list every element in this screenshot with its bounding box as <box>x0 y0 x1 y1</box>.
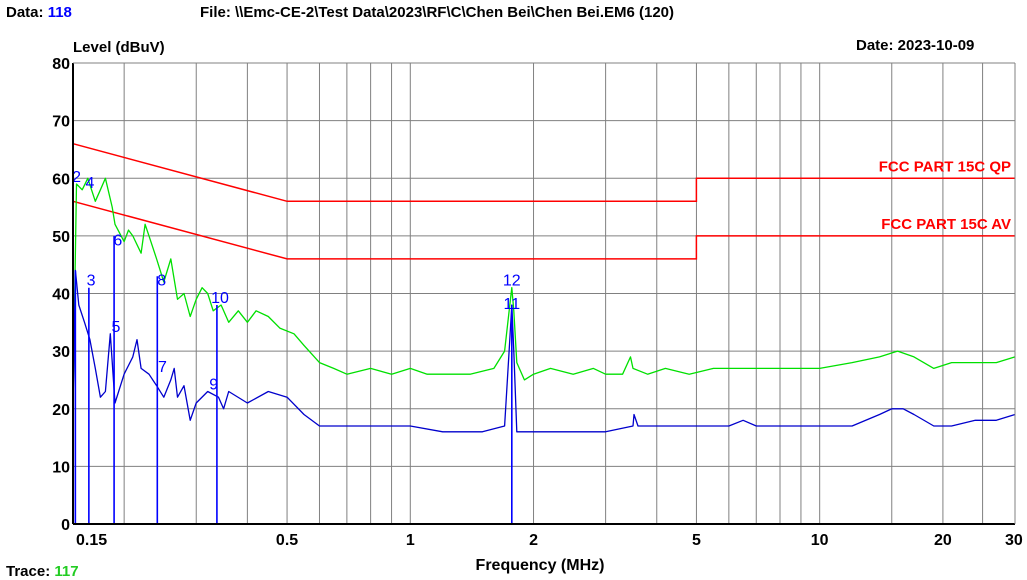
peak-markers: 2 3 4 5 6 7 8 9 10 11 12 <box>72 169 521 524</box>
marker-label: 12 <box>503 273 521 290</box>
x-tick-label: 5 <box>692 532 701 549</box>
y-tick-label: 0 <box>61 517 70 534</box>
y-tick-label: 50 <box>52 229 70 246</box>
data-readout: Data: 118 <box>6 4 72 21</box>
y-tick-label: 10 <box>52 459 70 476</box>
qp-trace <box>72 177 1016 404</box>
marker-label: 8 <box>157 273 166 290</box>
marker-label: 4 <box>85 175 94 192</box>
x-axis-title: Frequency (MHz) <box>476 557 605 574</box>
y-tick-label: 40 <box>52 287 70 304</box>
marker-label: 6 <box>113 232 122 249</box>
limit-label: FCC PART 15C AV <box>881 216 1011 233</box>
av-trace <box>72 269 1016 433</box>
date-readout: Date: 2023-10-09 <box>856 37 975 54</box>
x-tick-label: 0.5 <box>276 532 298 549</box>
limit-line <box>72 142 1015 203</box>
y-tick-label: 30 <box>52 344 70 361</box>
data-value: 118 <box>47 4 72 21</box>
file-path: File: \\Emc-CE-2\Test Data\2023\RF\C\Che… <box>200 4 675 21</box>
limit-line <box>72 200 1015 260</box>
x-tick-label: 2 <box>529 532 538 549</box>
y-tick-label: 80 <box>52 56 70 73</box>
x-tick-label: 20 <box>934 532 952 549</box>
x-tick-label: 30 <box>1005 532 1023 549</box>
marker-label: 10 <box>211 290 229 307</box>
x-tick-label: 1 <box>406 532 415 549</box>
x-tick-label: 0.15 <box>76 532 107 549</box>
marker-label: 5 <box>112 319 121 336</box>
marker-label: 2 <box>72 169 81 186</box>
y-tick-label: 20 <box>52 402 70 419</box>
marker-label: 7 <box>158 359 167 376</box>
x-tick-label: 10 <box>811 532 829 549</box>
marker-label: 11 <box>504 296 521 313</box>
limit-label: FCC PART 15C QP <box>879 158 1011 175</box>
marker-label: 9 <box>209 376 218 393</box>
y-tick-label: 70 <box>52 114 70 131</box>
limit-lines: FCC PART 15C QP FCC PART 15C AV <box>72 142 1015 260</box>
marker-label: 3 <box>87 273 96 290</box>
trace-lines <box>72 177 1016 433</box>
y-tick-label: 60 <box>52 171 70 188</box>
chart-grid <box>73 63 1015 524</box>
data-label: Data: <box>6 4 44 21</box>
y-axis-title: Level (dBuV) <box>73 39 165 56</box>
